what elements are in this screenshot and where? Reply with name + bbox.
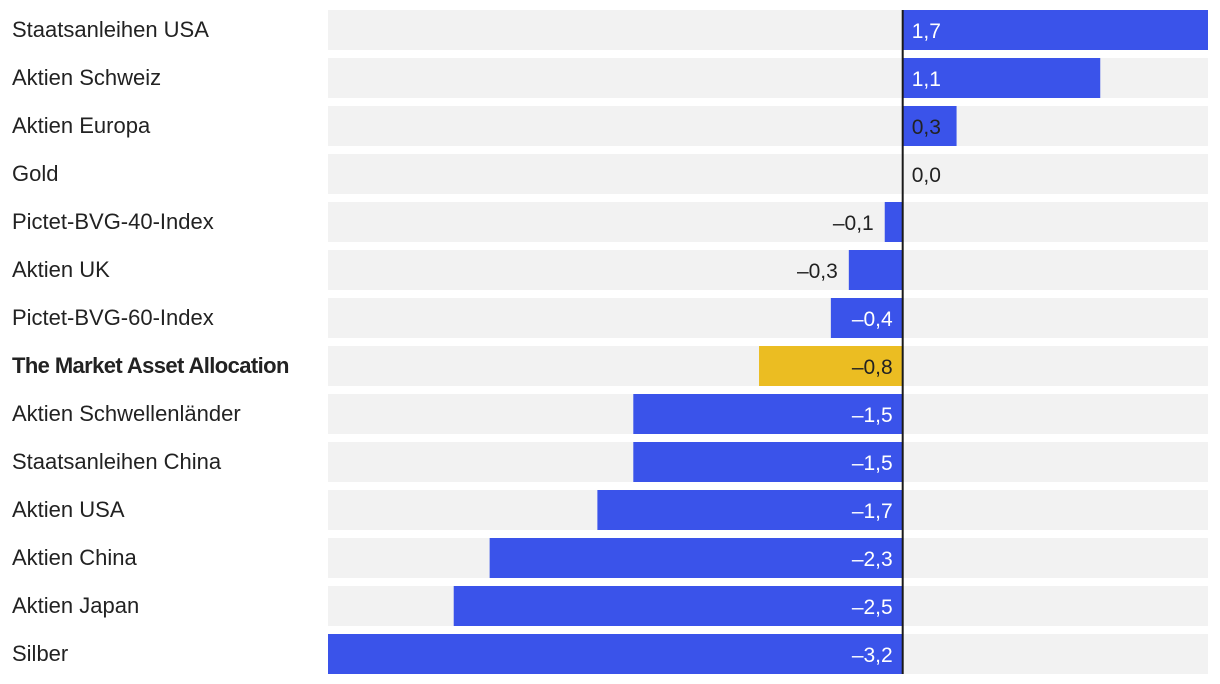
bar bbox=[597, 490, 903, 530]
bar bbox=[848, 250, 903, 290]
value-label: –1,5 bbox=[852, 404, 893, 427]
bar bbox=[453, 586, 903, 626]
bar-track bbox=[328, 154, 1208, 194]
bar bbox=[489, 538, 903, 578]
bar bbox=[902, 106, 957, 146]
value-label: –2,3 bbox=[852, 548, 893, 571]
value-label: –2,5 bbox=[852, 596, 893, 619]
category-label: Gold bbox=[12, 161, 59, 186]
category-label: Aktien Schwellenländer bbox=[12, 401, 241, 426]
bar bbox=[884, 202, 903, 242]
value-label: 0,3 bbox=[912, 116, 941, 139]
value-label: 1,7 bbox=[912, 20, 941, 43]
highlight-bar bbox=[759, 346, 903, 386]
value-label: –1,7 bbox=[852, 500, 893, 523]
bar-track bbox=[328, 250, 1208, 290]
value-label: –0,1 bbox=[833, 212, 874, 235]
category-label: The Market Asset Allocation bbox=[12, 353, 289, 378]
value-label: –3,2 bbox=[852, 644, 893, 667]
value-label: –1,5 bbox=[852, 452, 893, 475]
category-label: Pictet-BVG-60-Index bbox=[12, 305, 214, 330]
category-label: Aktien Europa bbox=[12, 113, 151, 138]
bar bbox=[902, 10, 1208, 50]
category-label: Silber bbox=[12, 641, 69, 666]
category-label: Pictet-BVG-40-Index bbox=[12, 209, 214, 234]
bar-track bbox=[328, 106, 1208, 146]
value-label: –0,8 bbox=[852, 356, 893, 379]
bar bbox=[328, 634, 903, 674]
value-label: 1,1 bbox=[912, 68, 941, 91]
category-label: Aktien UK bbox=[12, 257, 110, 282]
bar-track bbox=[328, 202, 1208, 242]
category-label: Aktien Japan bbox=[12, 593, 140, 618]
category-label: Staatsanleihen USA bbox=[12, 17, 209, 42]
category-label: Aktien China bbox=[12, 545, 137, 570]
category-label: Aktien USA bbox=[12, 497, 125, 522]
category-label: Aktien Schweiz bbox=[12, 65, 162, 90]
bar bbox=[902, 58, 1101, 98]
bar bbox=[633, 394, 903, 434]
value-label: –0,3 bbox=[797, 260, 838, 283]
bar bbox=[830, 298, 903, 338]
value-label: 0,0 bbox=[912, 164, 941, 187]
category-label: Staatsanleihen China bbox=[12, 449, 222, 474]
value-label: –0,4 bbox=[852, 308, 893, 331]
bar bbox=[633, 442, 903, 482]
bar-track bbox=[328, 298, 1208, 338]
